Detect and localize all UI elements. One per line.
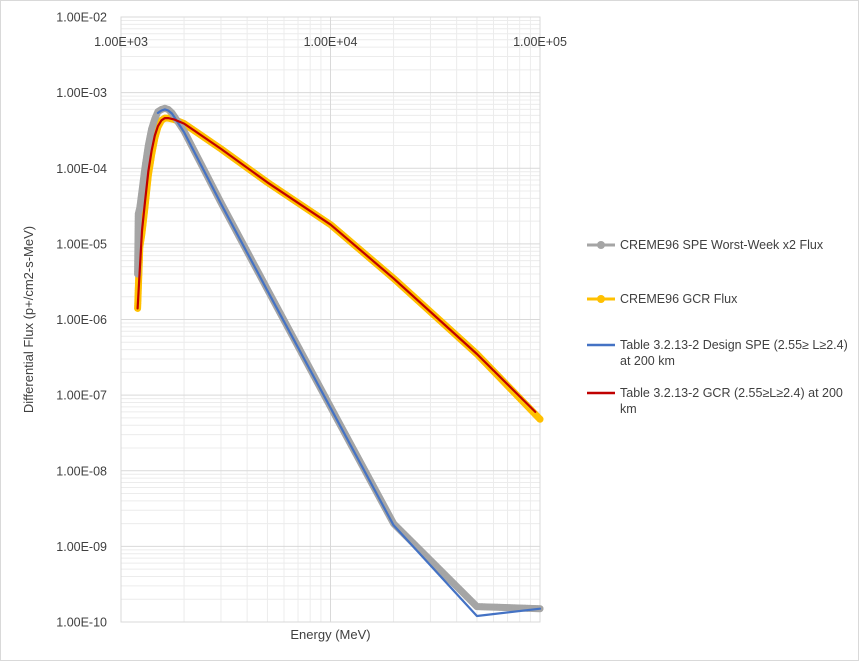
y-tick-label: 1.00E-02 [56,11,107,25]
y-tick-label: 1.00E-07 [56,389,107,403]
series-layer [134,104,544,618]
legend-label-spe-worst-week: CREME96 SPE Worst-Week x2 Flux [620,238,824,252]
legend-label-gcr-flux: CREME96 GCR Flux [620,292,738,306]
legend-label-design-gcr: Table 3.2.13-2 GCR (2.55≥L≥2.4) at 200 k… [620,386,843,416]
y-tick-label: 1.00E-09 [56,540,107,554]
y-tick-label: 1.00E-08 [56,464,107,478]
x-tick-label: 1.00E+04 [304,35,358,49]
y-tick-label: 1.00E-05 [56,237,107,251]
legend-swatch-gcr-flux [587,295,615,303]
x-tick-label: 1.00E+03 [94,35,148,49]
legend-swatch-design-gcr [587,391,615,395]
y-tick-label: 1.00E-03 [56,86,107,100]
series-2 [156,108,542,618]
legend-swatch-design-spe [587,343,615,347]
series-3 [136,117,537,413]
tick-label-layer: 1.00E+03 1.00E+04 1.00E+05 1.00E-10 1.00E-09… [56,11,567,630]
y-tick-label: 1.00E-06 [56,313,107,327]
x-axis-title: Energy (MeV) [290,627,370,642]
y-axis-title: Differential Flux (p+/cm2-s-MeV) [21,226,36,413]
y-tick-label: 1.00E-10 [56,616,107,630]
x-tick-label: 1.00E+05 [513,35,567,49]
series-line [136,117,537,413]
series-line [156,108,542,618]
legend-label-design-spe: Table 3.2.13-2 Design SPE (2.55≥ L≥2.4) … [620,338,848,368]
plot-border [120,16,541,623]
data-point [536,415,544,423]
legend-swatch-spe-worst-week [587,241,615,249]
y-tick-label: 1.00E-04 [56,162,107,176]
